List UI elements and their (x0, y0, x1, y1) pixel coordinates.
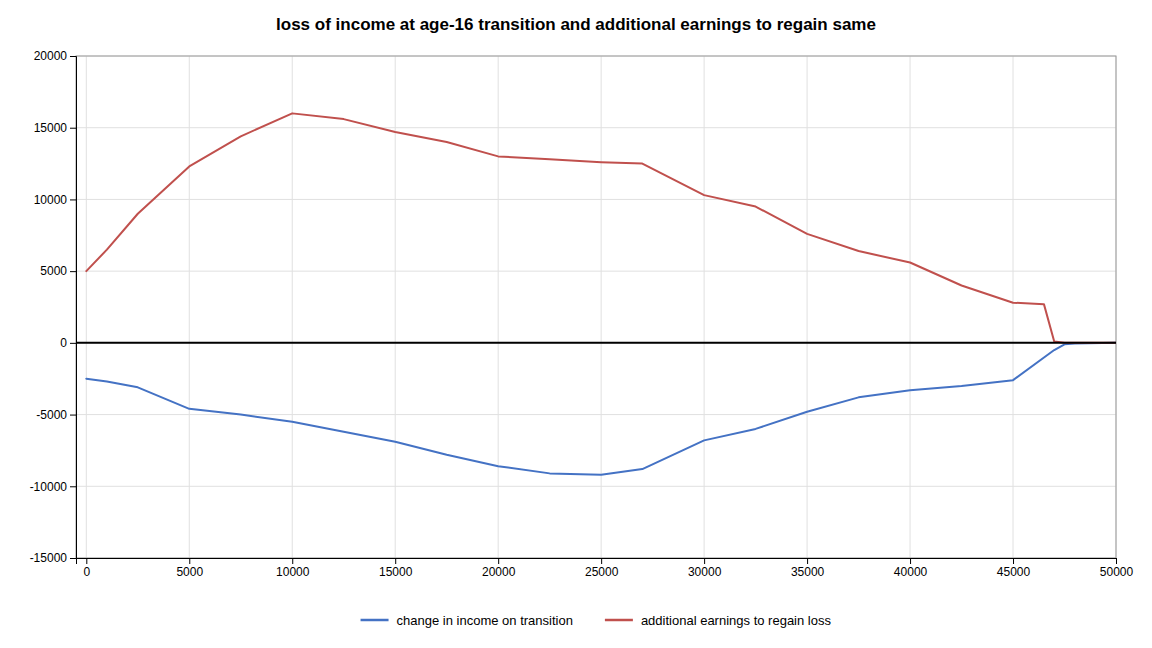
tick-mark (498, 558, 499, 564)
legend-swatch (605, 619, 633, 622)
grid-line-x (807, 56, 808, 558)
plot-frame (76, 56, 1116, 558)
tick-label: 0 (83, 565, 90, 579)
grid-line-x (704, 56, 705, 558)
tick-label: 45000 (997, 565, 1031, 579)
tick-label: 25000 (585, 565, 619, 579)
series-group (86, 113, 1116, 474)
tick-label: 10000 (276, 565, 310, 579)
tick-mark (86, 558, 87, 564)
grid-line-x (86, 56, 87, 558)
tick: -5000 (36, 408, 76, 422)
tick-mark (189, 558, 190, 564)
grid-line-x (292, 56, 293, 558)
tick-mark (1013, 558, 1014, 564)
tick-label: 50000 (1100, 565, 1134, 579)
series-line (86, 113, 1116, 342)
tick-mark (70, 199, 76, 200)
grid-line-x (498, 56, 499, 558)
tick-label: -5000 (36, 408, 67, 422)
grid (76, 56, 1116, 558)
grid-line-y (76, 199, 1116, 200)
grid-line-x (910, 56, 911, 558)
tick-label: 10000 (34, 193, 68, 207)
tick: 10000 (276, 558, 310, 579)
grid-line-y (76, 342, 1116, 343)
tick-label: 5000 (176, 565, 203, 579)
tick-mark (395, 558, 396, 564)
tick: 5000 (40, 264, 76, 278)
axis-line (77, 559, 1117, 565)
y-axis: -15000 -10000 -5000 0 5000 10000 15000 20000 (30, 49, 77, 565)
plot-area: 0 5000 10000 15000 20000 25000 30000 35000 40000… (30, 49, 1134, 578)
tick-mark (70, 271, 76, 272)
tick-label: 15000 (379, 565, 413, 579)
tick: 40000 (894, 558, 928, 579)
grid-line-x (601, 56, 602, 558)
tick-mark (70, 558, 76, 559)
tick-mark (807, 558, 808, 564)
legend: change in income on transition additional… (361, 613, 832, 628)
tick-label: -15000 (30, 551, 68, 565)
tick: -15000 (30, 551, 76, 565)
tick-mark (910, 558, 911, 564)
tick-mark (601, 558, 602, 564)
tick-mark (292, 558, 293, 564)
tick: 15000 (34, 121, 76, 135)
axis-line (70, 57, 77, 559)
grid-line-x (1013, 56, 1014, 558)
tick-label: 30000 (688, 565, 722, 579)
tick: 35000 (791, 558, 825, 579)
grid-line-y (76, 486, 1116, 487)
legend-label: change in income on transition (397, 613, 573, 628)
tick: 15000 (379, 558, 413, 579)
x-axis: 0 5000 10000 15000 20000 25000 30000 35000 40000… (77, 558, 1134, 579)
legend-swatch (361, 619, 389, 622)
tick: 45000 (997, 558, 1031, 579)
title: loss of income at age-16 transition and … (276, 15, 876, 34)
tick-mark (70, 56, 76, 57)
tick-mark (70, 486, 76, 487)
tick: 0 (60, 336, 76, 350)
tick: 20000 (34, 49, 76, 63)
series-line (86, 343, 1116, 475)
legend-item: change in income on transition (361, 613, 573, 628)
tick-label: 5000 (40, 264, 67, 278)
tick-label: 40000 (894, 565, 928, 579)
tick-mark (70, 343, 76, 344)
zero-line (76, 342, 1116, 344)
grid-line-y (76, 127, 1116, 128)
legend-item: additional earnings to regain loss (605, 613, 832, 628)
tick: 50000 (1100, 558, 1134, 579)
grid-line-x (189, 56, 190, 558)
tick: 30000 (688, 558, 722, 579)
tick: 10000 (34, 193, 76, 207)
tick-mark (1116, 558, 1117, 564)
tick-label: 0 (60, 336, 67, 350)
tick-mark (70, 128, 76, 129)
tick: 25000 (585, 558, 619, 579)
tick: -10000 (30, 480, 76, 494)
legend-label: additional earnings to regain loss (641, 613, 832, 628)
tick-label: 20000 (34, 49, 68, 63)
tick: 20000 (482, 558, 516, 579)
tick-mark (70, 415, 76, 416)
tick: 5000 (176, 558, 203, 579)
tick-mark (704, 558, 705, 564)
tick-label: -10000 (30, 480, 68, 494)
tick: 0 (83, 558, 90, 579)
tick-label: 35000 (791, 565, 825, 579)
tick-label: 15000 (34, 121, 68, 135)
chart: loss of income at age-16 transition and … (0, 0, 1152, 648)
grid-line-y (76, 271, 1116, 272)
tick-label: 20000 (482, 565, 516, 579)
